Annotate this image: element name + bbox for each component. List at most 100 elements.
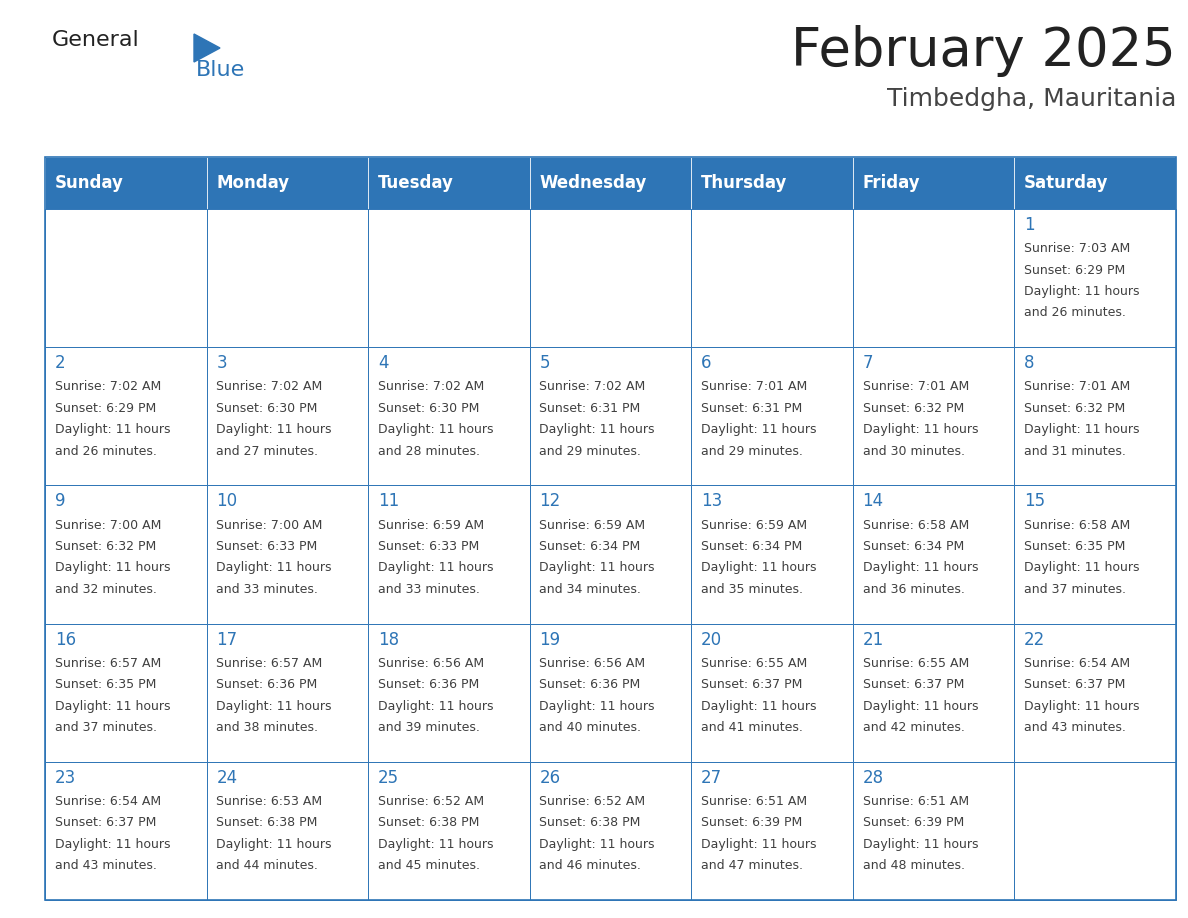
- FancyBboxPatch shape: [368, 157, 530, 209]
- Text: Sunrise: 6:59 AM: Sunrise: 6:59 AM: [539, 519, 645, 532]
- Text: and 29 minutes.: and 29 minutes.: [539, 444, 642, 458]
- Text: Sunset: 6:38 PM: Sunset: 6:38 PM: [539, 816, 640, 829]
- Text: Daylight: 11 hours: Daylight: 11 hours: [862, 562, 978, 575]
- Text: 5: 5: [539, 354, 550, 372]
- FancyBboxPatch shape: [530, 486, 691, 623]
- Text: Blue: Blue: [196, 60, 245, 80]
- FancyBboxPatch shape: [853, 347, 1015, 486]
- Text: Daylight: 11 hours: Daylight: 11 hours: [55, 700, 170, 712]
- Text: Sunrise: 6:51 AM: Sunrise: 6:51 AM: [701, 795, 807, 808]
- Text: Daylight: 11 hours: Daylight: 11 hours: [539, 838, 655, 851]
- Text: Daylight: 11 hours: Daylight: 11 hours: [378, 423, 493, 436]
- Text: Wednesday: Wednesday: [539, 174, 646, 192]
- FancyBboxPatch shape: [691, 157, 853, 209]
- Text: Sunrise: 7:02 AM: Sunrise: 7:02 AM: [378, 380, 484, 394]
- FancyBboxPatch shape: [853, 157, 1015, 209]
- Text: 6: 6: [701, 354, 712, 372]
- Text: Sunset: 6:31 PM: Sunset: 6:31 PM: [701, 402, 802, 415]
- Text: Sunrise: 7:03 AM: Sunrise: 7:03 AM: [1024, 242, 1130, 255]
- Text: Daylight: 11 hours: Daylight: 11 hours: [55, 562, 170, 575]
- Text: 24: 24: [216, 768, 238, 787]
- FancyBboxPatch shape: [853, 623, 1015, 762]
- Text: 15: 15: [1024, 492, 1045, 510]
- Text: Sunrise: 7:01 AM: Sunrise: 7:01 AM: [701, 380, 807, 394]
- Text: and 26 minutes.: and 26 minutes.: [55, 444, 157, 458]
- Text: Sunrise: 7:01 AM: Sunrise: 7:01 AM: [1024, 380, 1130, 394]
- Text: 9: 9: [55, 492, 65, 510]
- Text: Saturday: Saturday: [1024, 174, 1108, 192]
- Text: and 26 minutes.: and 26 minutes.: [1024, 307, 1126, 319]
- Text: Sunset: 6:37 PM: Sunset: 6:37 PM: [701, 678, 802, 691]
- Text: Daylight: 11 hours: Daylight: 11 hours: [55, 423, 170, 436]
- Text: Sunrise: 6:58 AM: Sunrise: 6:58 AM: [1024, 519, 1130, 532]
- Text: 4: 4: [378, 354, 388, 372]
- Text: Sunset: 6:29 PM: Sunset: 6:29 PM: [55, 402, 156, 415]
- Text: and 47 minutes.: and 47 minutes.: [701, 859, 803, 872]
- Text: Sunset: 6:35 PM: Sunset: 6:35 PM: [55, 678, 156, 691]
- Text: and 39 minutes.: and 39 minutes.: [378, 721, 480, 734]
- Text: Daylight: 11 hours: Daylight: 11 hours: [216, 838, 331, 851]
- FancyBboxPatch shape: [1015, 209, 1176, 347]
- FancyBboxPatch shape: [691, 762, 853, 900]
- FancyBboxPatch shape: [207, 623, 368, 762]
- Text: Daylight: 11 hours: Daylight: 11 hours: [862, 423, 978, 436]
- Text: 3: 3: [216, 354, 227, 372]
- Text: Daylight: 11 hours: Daylight: 11 hours: [539, 700, 655, 712]
- Text: 26: 26: [539, 768, 561, 787]
- FancyBboxPatch shape: [368, 347, 530, 486]
- Text: 18: 18: [378, 631, 399, 648]
- Text: Sunrise: 6:56 AM: Sunrise: 6:56 AM: [539, 656, 645, 670]
- Text: Tuesday: Tuesday: [378, 174, 454, 192]
- FancyBboxPatch shape: [45, 762, 207, 900]
- FancyBboxPatch shape: [1015, 347, 1176, 486]
- Text: 22: 22: [1024, 631, 1045, 648]
- Text: Sunset: 6:39 PM: Sunset: 6:39 PM: [701, 816, 802, 829]
- Text: Sunset: 6:37 PM: Sunset: 6:37 PM: [1024, 678, 1125, 691]
- Text: Daylight: 11 hours: Daylight: 11 hours: [701, 838, 816, 851]
- FancyBboxPatch shape: [368, 762, 530, 900]
- Text: and 30 minutes.: and 30 minutes.: [862, 444, 965, 458]
- Text: Sunrise: 6:54 AM: Sunrise: 6:54 AM: [55, 795, 160, 808]
- Text: and 40 minutes.: and 40 minutes.: [539, 721, 642, 734]
- Text: Sunrise: 6:55 AM: Sunrise: 6:55 AM: [701, 656, 807, 670]
- Text: and 45 minutes.: and 45 minutes.: [378, 859, 480, 872]
- Text: Sunset: 6:36 PM: Sunset: 6:36 PM: [216, 678, 317, 691]
- Text: Sunset: 6:38 PM: Sunset: 6:38 PM: [216, 816, 317, 829]
- Text: Sunrise: 6:56 AM: Sunrise: 6:56 AM: [378, 656, 484, 670]
- Text: and 48 minutes.: and 48 minutes.: [862, 859, 965, 872]
- Text: Sunset: 6:30 PM: Sunset: 6:30 PM: [378, 402, 479, 415]
- Text: 23: 23: [55, 768, 76, 787]
- FancyBboxPatch shape: [45, 347, 207, 486]
- Text: and 41 minutes.: and 41 minutes.: [701, 721, 803, 734]
- FancyBboxPatch shape: [530, 762, 691, 900]
- FancyBboxPatch shape: [45, 486, 207, 623]
- Text: Sunrise: 6:52 AM: Sunrise: 6:52 AM: [539, 795, 645, 808]
- FancyBboxPatch shape: [853, 486, 1015, 623]
- Text: Sunset: 6:32 PM: Sunset: 6:32 PM: [55, 540, 156, 553]
- Text: 14: 14: [862, 492, 884, 510]
- Text: and 27 minutes.: and 27 minutes.: [216, 444, 318, 458]
- Text: Sunrise: 6:59 AM: Sunrise: 6:59 AM: [701, 519, 807, 532]
- Text: Sunrise: 6:59 AM: Sunrise: 6:59 AM: [378, 519, 484, 532]
- Text: and 37 minutes.: and 37 minutes.: [1024, 583, 1126, 596]
- Text: Daylight: 11 hours: Daylight: 11 hours: [862, 838, 978, 851]
- FancyBboxPatch shape: [691, 347, 853, 486]
- Text: Sunrise: 6:52 AM: Sunrise: 6:52 AM: [378, 795, 484, 808]
- FancyBboxPatch shape: [691, 623, 853, 762]
- Text: Sunrise: 6:51 AM: Sunrise: 6:51 AM: [862, 795, 968, 808]
- Text: Sunset: 6:31 PM: Sunset: 6:31 PM: [539, 402, 640, 415]
- Text: Daylight: 11 hours: Daylight: 11 hours: [1024, 700, 1139, 712]
- FancyBboxPatch shape: [1015, 762, 1176, 900]
- Text: Sunrise: 6:58 AM: Sunrise: 6:58 AM: [862, 519, 968, 532]
- Text: and 31 minutes.: and 31 minutes.: [1024, 444, 1126, 458]
- Text: 7: 7: [862, 354, 873, 372]
- Text: 21: 21: [862, 631, 884, 648]
- Text: Sunset: 6:33 PM: Sunset: 6:33 PM: [378, 540, 479, 553]
- Text: and 34 minutes.: and 34 minutes.: [539, 583, 642, 596]
- Text: 12: 12: [539, 492, 561, 510]
- Text: Sunrise: 7:01 AM: Sunrise: 7:01 AM: [862, 380, 968, 394]
- Text: 1: 1: [1024, 216, 1035, 234]
- Text: and 36 minutes.: and 36 minutes.: [862, 583, 965, 596]
- FancyBboxPatch shape: [207, 762, 368, 900]
- Text: 25: 25: [378, 768, 399, 787]
